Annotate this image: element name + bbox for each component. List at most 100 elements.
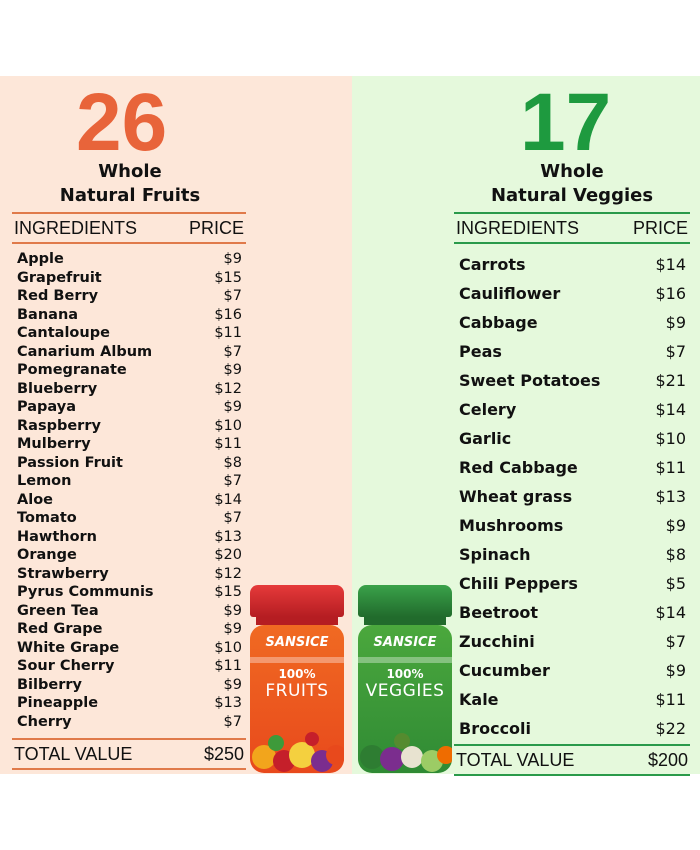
veggies-ingredient-name: Carrots: [459, 255, 526, 274]
fruits-ingredient-price: $11: [214, 658, 242, 674]
fruits-ingredient-price: $11: [214, 436, 242, 452]
veggies-ingredient-price: $5: [665, 574, 686, 593]
veggies-ingredient-price: $22: [655, 719, 686, 738]
fruits-ingredient-name: Red Berry: [17, 288, 99, 304]
fruits-ingredient-price: $10: [214, 417, 242, 434]
veggies-row: Sweet Potatoes $21: [454, 366, 690, 395]
veggies-rows: Carrots $14 Cauliflower $16 Cabbage $9 Peas $7 S…: [454, 250, 690, 743]
veggies-col-ingredients: INGREDIENTS: [456, 218, 580, 238]
fruits-ingredient-price: $9: [223, 676, 242, 693]
fruit-count: 26: [76, 77, 168, 168]
fruits-ingredient-price: $7: [223, 713, 242, 730]
fruit-subtitle: Whole Natural Fruits: [40, 160, 220, 208]
fruits-ingredient-name: Pyrus Communis: [17, 584, 154, 600]
veggies-ingredient-price: $21: [655, 371, 686, 390]
fruits-ingredient-name: Hawthorn: [17, 528, 98, 545]
veggies-row: Celery $14: [454, 395, 690, 424]
veggies-ingredient-name: Cabbage: [459, 313, 538, 332]
veggies-row: Cabbage $9: [454, 308, 690, 337]
veggies-ingredient-price: $9: [665, 516, 686, 535]
fruits-row: Pomegranate $9: [12, 361, 246, 380]
veggies-bottle-kind: VEGGIES: [365, 681, 445, 701]
fruits-row: Bilberry $9: [12, 676, 246, 695]
veggies-row: Beetroot $14: [454, 598, 690, 627]
fruits-total-row: TOTAL VALUE $250: [12, 738, 246, 770]
veggies-row: Garlic $10: [454, 424, 690, 453]
fruits-ingredient-price: $13: [214, 528, 242, 545]
fruits-ingredient-name: Green Tea: [17, 602, 99, 619]
veggies-total-label: TOTAL VALUE: [456, 750, 575, 770]
veggies-col-price: PRICE: [632, 218, 688, 238]
veggies-ingredient-price: $11: [655, 458, 686, 477]
fruits-row: Green Tea $9: [12, 602, 246, 621]
fruits-row: Cantaloupe $11: [12, 324, 246, 343]
veggies-ingredient-price: $16: [655, 284, 686, 303]
fruits-produce-icon: [252, 732, 344, 772]
fruits-ingredient-price: $8: [223, 454, 242, 471]
veggie-subtitle-line1: Whole: [540, 161, 604, 182]
fruits-col-ingredients: INGREDIENTS: [14, 218, 138, 238]
veggies-bottle-percent: 100%: [386, 667, 424, 681]
fruits-row: Aloe $14: [12, 491, 246, 510]
veggies-ingredient-price: $7: [665, 632, 686, 651]
fruits-row: Sour Cherry $11: [12, 657, 246, 676]
veggies-row: Mushrooms $9: [454, 511, 690, 540]
veggies-ingredient-price: $9: [665, 661, 686, 680]
fruits-ingredient-price: $9: [223, 399, 242, 415]
fruits-row: Cherry $7: [12, 713, 246, 732]
fruits-row: Strawberry $12: [12, 565, 246, 584]
veggies-ingredient-price: $14: [655, 400, 686, 419]
veggies-ingredient-price: $13: [655, 487, 686, 506]
veggie-subtitle-line2: Natural Veggies: [490, 185, 654, 206]
fruits-ingredient-name: Cantaloupe: [17, 325, 110, 341]
fruits-row: Blueberry $12: [12, 380, 246, 399]
fruits-row: Hawthorn $13: [12, 528, 246, 547]
fruits-ingredient-name: Orange: [17, 547, 77, 563]
fruits-row: Pyrus Communis $15: [12, 583, 246, 602]
veggies-bottle-image: SANSICE 100% VEGGIES: [358, 585, 452, 773]
fruits-ingredient-name: Red Grape: [17, 621, 103, 637]
fruits-bottle-neck: [256, 617, 338, 625]
fruits-ingredient-price: $9: [223, 251, 242, 267]
fruits-table-header: INGREDIENTS PRICE: [12, 212, 246, 244]
veggies-ingredient-name: Beetroot: [459, 603, 539, 622]
fruits-ingredient-name: Lemon: [17, 473, 72, 489]
veggies-total-row: TOTAL VALUE $200: [454, 744, 690, 776]
fruits-row: Banana $16: [12, 306, 246, 325]
veggies-ingredient-name: Sweet Potatoes: [459, 371, 601, 390]
veggies-ingredient-name: Garlic: [459, 429, 512, 448]
veggies-row: Chili Peppers $5: [454, 569, 690, 598]
fruits-bottle-percent: 100%: [278, 667, 316, 681]
fruits-ingredient-price: $9: [223, 621, 242, 637]
veggies-ingredient-name: Kale: [459, 690, 499, 709]
veggies-total-value: $200: [647, 750, 688, 770]
veggies-row: Cauliflower $16: [454, 279, 690, 308]
veggies-ingredient-name: Cucumber: [459, 661, 550, 680]
fruits-col-price: PRICE: [188, 218, 244, 238]
fruits-bottle-kind: FRUITS: [265, 681, 329, 701]
fruits-ingredient-name: Pomegranate: [17, 362, 127, 378]
fruits-ingredient-price: $7: [223, 510, 242, 526]
veggies-ingredient-price: $8: [665, 545, 686, 564]
veggies-row: Kale $11: [454, 685, 690, 714]
fruits-ingredient-price: $11: [214, 325, 242, 341]
fruits-row: Red Berry $7: [12, 287, 246, 306]
veggies-ingredient-name: Mushrooms: [459, 516, 564, 535]
fruits-ingredient-name: Raspberry: [17, 417, 101, 434]
fruits-ingredient-name: Bilberry: [17, 676, 82, 693]
fruits-row: Lemon $7: [12, 472, 246, 491]
veggies-ingredient-name: Peas: [459, 342, 502, 361]
fruits-ingredient-name: Apple: [17, 251, 64, 267]
veggies-row: Carrots $14: [454, 250, 690, 279]
fruits-row: Orange $20: [12, 546, 246, 565]
fruits-row: Apple $9: [12, 250, 246, 269]
fruits-row: Raspberry $10: [12, 417, 246, 436]
veggies-ingredient-price: $14: [655, 603, 686, 622]
fruits-rows: Apple $9 Grapefruit $15 Red Berry $7 Banana $16…: [12, 250, 246, 731]
fruits-ingredient-price: $9: [223, 362, 242, 378]
fruits-bottle-strip: [250, 657, 344, 663]
fruits-ingredient-price: $16: [214, 306, 242, 323]
fruits-ingredient-name: Grapefruit: [17, 269, 102, 286]
fruits-ingredient-name: Cherry: [17, 713, 72, 730]
fruits-ingredient-name: Banana: [17, 306, 79, 323]
